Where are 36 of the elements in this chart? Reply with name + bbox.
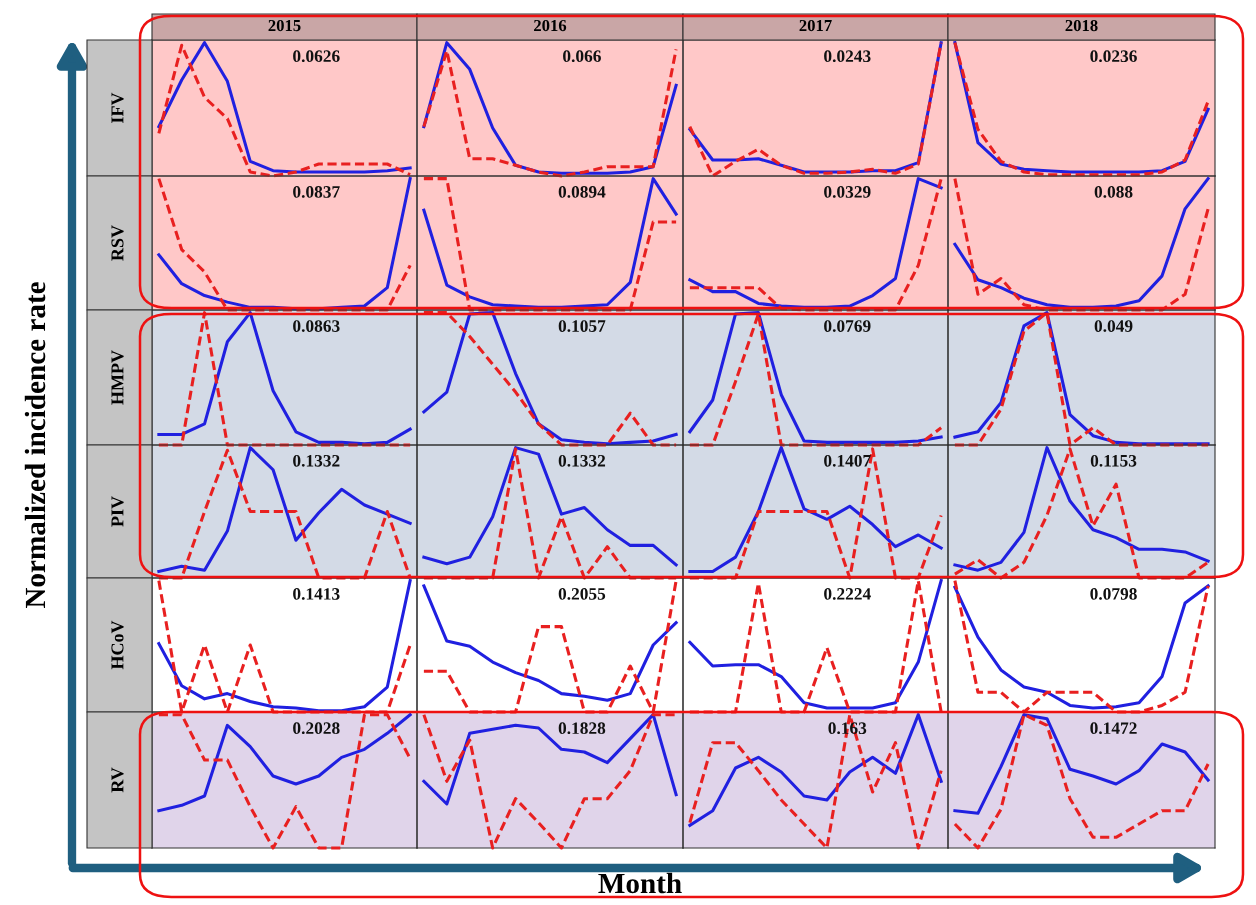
chart-title: 2017 <box>799 19 832 32</box>
text: Normalized incidence rate <box>24 282 46 609</box>
text: Month <box>598 872 682 894</box>
annotation: 0.2055 <box>558 588 606 600</box>
annotation: 0.1413 <box>293 588 340 600</box>
annotation: 0.1153 <box>1090 454 1137 467</box>
annotation: 0.0837 <box>293 186 340 198</box>
annotation: 0.0894 <box>558 186 606 198</box>
annotation: 0.2224 <box>824 588 871 600</box>
annotation: 0.049 <box>1094 320 1133 332</box>
annotation: 0.0798 <box>1090 588 1137 600</box>
y-axis-title: IFV <box>111 92 124 123</box>
chart-title: 2018 <box>1065 19 1098 32</box>
annotation: 0.1407 <box>824 454 871 467</box>
annotation: 0.0329 <box>824 186 871 198</box>
y-axis-title: RV <box>111 767 124 793</box>
annotation: 0.2028 <box>293 722 340 735</box>
annotation: 0.066 <box>563 50 601 63</box>
y-axis-title: PIV <box>111 496 124 527</box>
y-axis-title: HCoV <box>111 620 124 670</box>
annotation: 0.0626 <box>293 50 340 63</box>
annotation: 0.1332 <box>293 454 340 467</box>
annotation: 0.0769 <box>824 320 871 332</box>
chart-title: 2016 <box>534 19 567 32</box>
annotation: 0.1057 <box>558 320 606 332</box>
annotation: 0.0236 <box>1090 50 1137 63</box>
annotation: 0.163 <box>828 722 867 735</box>
annotation: 0.1332 <box>558 454 606 467</box>
y-axis-title: HMPV <box>111 350 124 405</box>
y-axis-title: RSV <box>111 225 124 261</box>
annotation: 0.1472 <box>1090 722 1137 735</box>
annotation: 0.088 <box>1094 186 1133 198</box>
annotation: 0.0243 <box>824 50 871 63</box>
annotation: 0.0863 <box>293 320 340 332</box>
chart-title: 2015 <box>268 19 301 32</box>
annotation: 0.1828 <box>558 722 606 735</box>
